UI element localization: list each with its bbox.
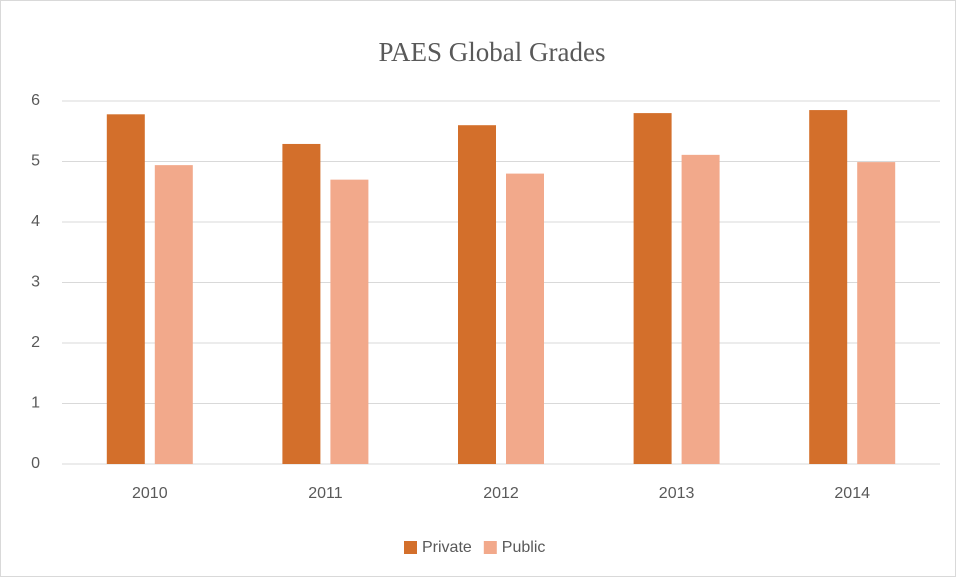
legend-swatch xyxy=(483,541,497,554)
bar xyxy=(506,173,544,464)
y-tick-label: 2 xyxy=(31,334,40,351)
bar xyxy=(330,179,369,464)
x-tick-label: 2014 xyxy=(834,485,870,502)
x-tick-label: 2012 xyxy=(483,485,519,502)
bar xyxy=(106,114,145,464)
bar xyxy=(282,143,321,464)
bar xyxy=(458,125,496,464)
bar xyxy=(633,113,672,464)
y-tick-label: 5 xyxy=(31,153,40,170)
y-tick-label: 1 xyxy=(31,395,40,412)
bar xyxy=(809,110,848,464)
x-tick-label: 2013 xyxy=(659,485,695,502)
y-tick-label: 4 xyxy=(31,213,40,230)
x-tick-label: 2011 xyxy=(308,485,343,502)
y-tick-label: 6 xyxy=(31,92,40,109)
chart-title: PAES Global Grades xyxy=(379,37,606,67)
bar xyxy=(681,154,720,464)
legend-label: Public xyxy=(502,539,546,556)
x-tick-label: 2010 xyxy=(132,485,168,502)
y-tick-label: 3 xyxy=(31,274,40,291)
legend-swatch xyxy=(404,541,417,554)
bar xyxy=(154,165,193,464)
y-tick-label: 0 xyxy=(31,455,40,472)
legend-label: Private xyxy=(422,539,472,556)
bar xyxy=(857,162,896,465)
